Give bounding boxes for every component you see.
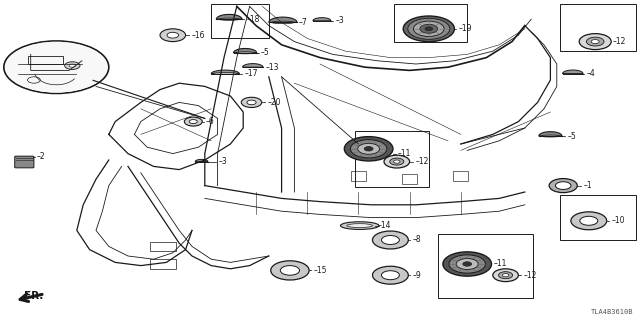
Polygon shape <box>539 132 562 136</box>
Circle shape <box>372 231 408 249</box>
Bar <box>351 171 366 181</box>
Text: –12: –12 <box>524 271 537 280</box>
Text: TLA4B3610B: TLA4B3610B <box>591 309 634 315</box>
Text: –19: –19 <box>459 24 472 33</box>
Circle shape <box>502 274 509 277</box>
Text: –16: –16 <box>192 31 205 40</box>
Bar <box>150 242 176 251</box>
Bar <box>211 4 269 38</box>
Circle shape <box>394 160 400 163</box>
Circle shape <box>351 140 387 158</box>
Circle shape <box>167 32 179 38</box>
Text: –17: –17 <box>244 69 258 78</box>
Polygon shape <box>216 14 242 19</box>
Circle shape <box>449 255 486 273</box>
Circle shape <box>580 216 598 225</box>
Circle shape <box>499 272 513 279</box>
Circle shape <box>381 271 399 280</box>
Bar <box>453 171 468 181</box>
Polygon shape <box>234 49 257 53</box>
Ellipse shape <box>541 135 559 137</box>
Circle shape <box>372 266 408 284</box>
Circle shape <box>65 62 80 69</box>
Circle shape <box>586 37 604 46</box>
Polygon shape <box>313 18 331 21</box>
Circle shape <box>408 18 450 39</box>
Bar <box>560 4 636 51</box>
Text: –10: –10 <box>612 216 625 225</box>
Bar <box>560 195 636 240</box>
Polygon shape <box>243 64 263 67</box>
Text: –4: –4 <box>587 69 596 78</box>
Circle shape <box>160 29 186 42</box>
Bar <box>438 234 533 298</box>
Text: –2: –2 <box>37 152 45 161</box>
Text: –18: –18 <box>246 15 260 24</box>
Circle shape <box>403 16 454 42</box>
Text: –13: –13 <box>266 63 279 72</box>
Text: –6: –6 <box>206 117 215 126</box>
Circle shape <box>189 120 197 124</box>
Circle shape <box>344 137 393 161</box>
Circle shape <box>184 117 202 126</box>
Text: –3: –3 <box>336 16 345 25</box>
Circle shape <box>549 179 577 193</box>
Circle shape <box>493 269 518 282</box>
Circle shape <box>271 261 309 280</box>
Circle shape <box>5 42 108 93</box>
Text: FR.: FR. <box>24 291 43 301</box>
Text: –11: –11 <box>494 260 508 268</box>
Circle shape <box>384 155 410 168</box>
Text: –3: –3 <box>219 157 228 166</box>
Circle shape <box>443 252 492 276</box>
Polygon shape <box>563 70 583 74</box>
Circle shape <box>280 266 300 275</box>
Ellipse shape <box>219 18 239 20</box>
FancyBboxPatch shape <box>15 156 34 168</box>
Circle shape <box>556 182 571 189</box>
Circle shape <box>579 34 611 50</box>
Polygon shape <box>269 17 297 22</box>
Text: –11: –11 <box>398 149 412 158</box>
Bar <box>394 4 467 42</box>
Text: –5: –5 <box>568 132 577 140</box>
Circle shape <box>381 236 399 244</box>
Ellipse shape <box>271 21 294 24</box>
Ellipse shape <box>236 52 254 54</box>
Circle shape <box>463 262 472 266</box>
Circle shape <box>358 143 380 154</box>
Text: –12: –12 <box>416 157 429 166</box>
Ellipse shape <box>347 224 372 228</box>
Circle shape <box>571 212 607 230</box>
Circle shape <box>413 21 444 36</box>
Ellipse shape <box>340 222 379 229</box>
Polygon shape <box>211 70 239 74</box>
Text: –7: –7 <box>299 18 308 27</box>
Circle shape <box>591 40 599 44</box>
Text: –20: –20 <box>268 98 281 107</box>
Text: –5: –5 <box>261 48 270 57</box>
Text: –8: –8 <box>413 236 421 244</box>
Circle shape <box>247 100 256 105</box>
Circle shape <box>241 97 262 108</box>
Ellipse shape <box>212 73 238 75</box>
Circle shape <box>456 259 478 269</box>
Circle shape <box>390 158 404 165</box>
Polygon shape <box>195 159 208 162</box>
Text: –12: –12 <box>613 37 627 46</box>
Circle shape <box>420 24 438 33</box>
Text: –14: –14 <box>378 221 391 230</box>
Bar <box>150 259 176 269</box>
Circle shape <box>364 147 373 151</box>
Bar <box>28 56 63 64</box>
Bar <box>355 131 429 187</box>
Text: –9: –9 <box>413 271 422 280</box>
Bar <box>402 174 417 184</box>
Circle shape <box>425 27 433 31</box>
Text: –1: –1 <box>584 181 592 190</box>
Text: –15: –15 <box>314 266 327 275</box>
Circle shape <box>69 64 76 67</box>
